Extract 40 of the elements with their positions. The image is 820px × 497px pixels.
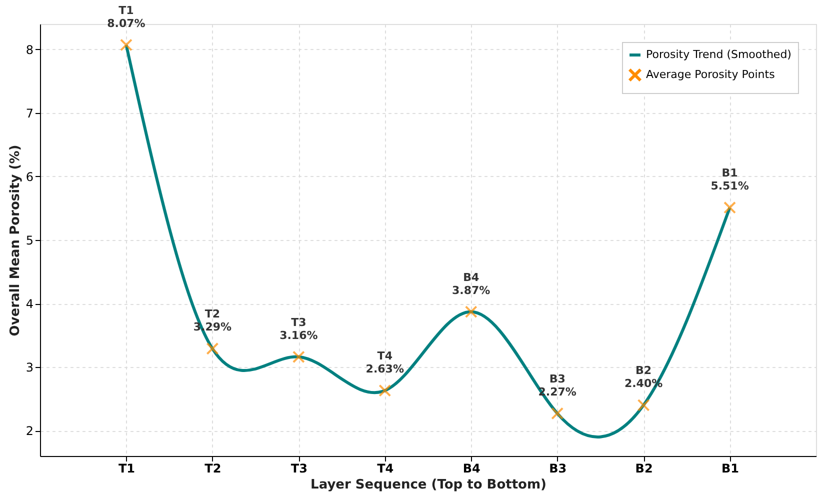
- data-label: 2.63%: [366, 362, 404, 376]
- point: [724, 201, 736, 214]
- x-tick-label: B4: [462, 462, 480, 476]
- y-axis-title: Overall Mean Porosity (%): [8, 144, 23, 336]
- legend-label: Porosity Trend (Smoothed): [646, 48, 792, 61]
- x-tick-label: T3: [290, 462, 308, 476]
- x-axis-title: Layer Sequence (Top to Bottom): [310, 478, 546, 492]
- y-tick-label: 2: [26, 424, 34, 438]
- data-label: 5.51%: [710, 180, 749, 193]
- point: [292, 350, 305, 364]
- point: [551, 407, 564, 420]
- category-label: T1: [118, 4, 134, 17]
- category-label: T4: [377, 350, 392, 363]
- y-tick-label: 7: [26, 106, 34, 120]
- point: [206, 342, 219, 355]
- legend-label: Average Porosity Points: [646, 68, 776, 81]
- category-label: T3: [291, 316, 306, 329]
- x-tick-label: T4: [377, 462, 394, 476]
- data-label: 3.16%: [280, 328, 318, 342]
- y-tick-label: 3: [26, 360, 34, 375]
- category-label: B3: [549, 372, 566, 386]
- y-tick-label: 8: [26, 42, 34, 57]
- point: [637, 398, 650, 412]
- y-tick-label: 5: [26, 234, 34, 248]
- x-tick-label: B3: [549, 462, 567, 476]
- x-tick-label: T1: [118, 462, 135, 476]
- category-label: B4: [463, 270, 480, 284]
- y-tick-label: 4: [26, 297, 34, 312]
- point: [120, 38, 132, 52]
- category-label: B2: [636, 364, 652, 378]
- x-tick-label: B2: [635, 462, 653, 476]
- point: [464, 306, 478, 318]
- category-label: B1: [722, 166, 738, 180]
- data-label: 3.87%: [452, 284, 490, 297]
- x-tick-label: B1: [722, 462, 740, 476]
- y-tick-label: 6: [26, 170, 34, 184]
- data-label: 8.07%: [107, 16, 146, 30]
- category-label: T2: [204, 308, 220, 321]
- x-tick-label: T2: [204, 462, 222, 476]
- point: [378, 384, 392, 397]
